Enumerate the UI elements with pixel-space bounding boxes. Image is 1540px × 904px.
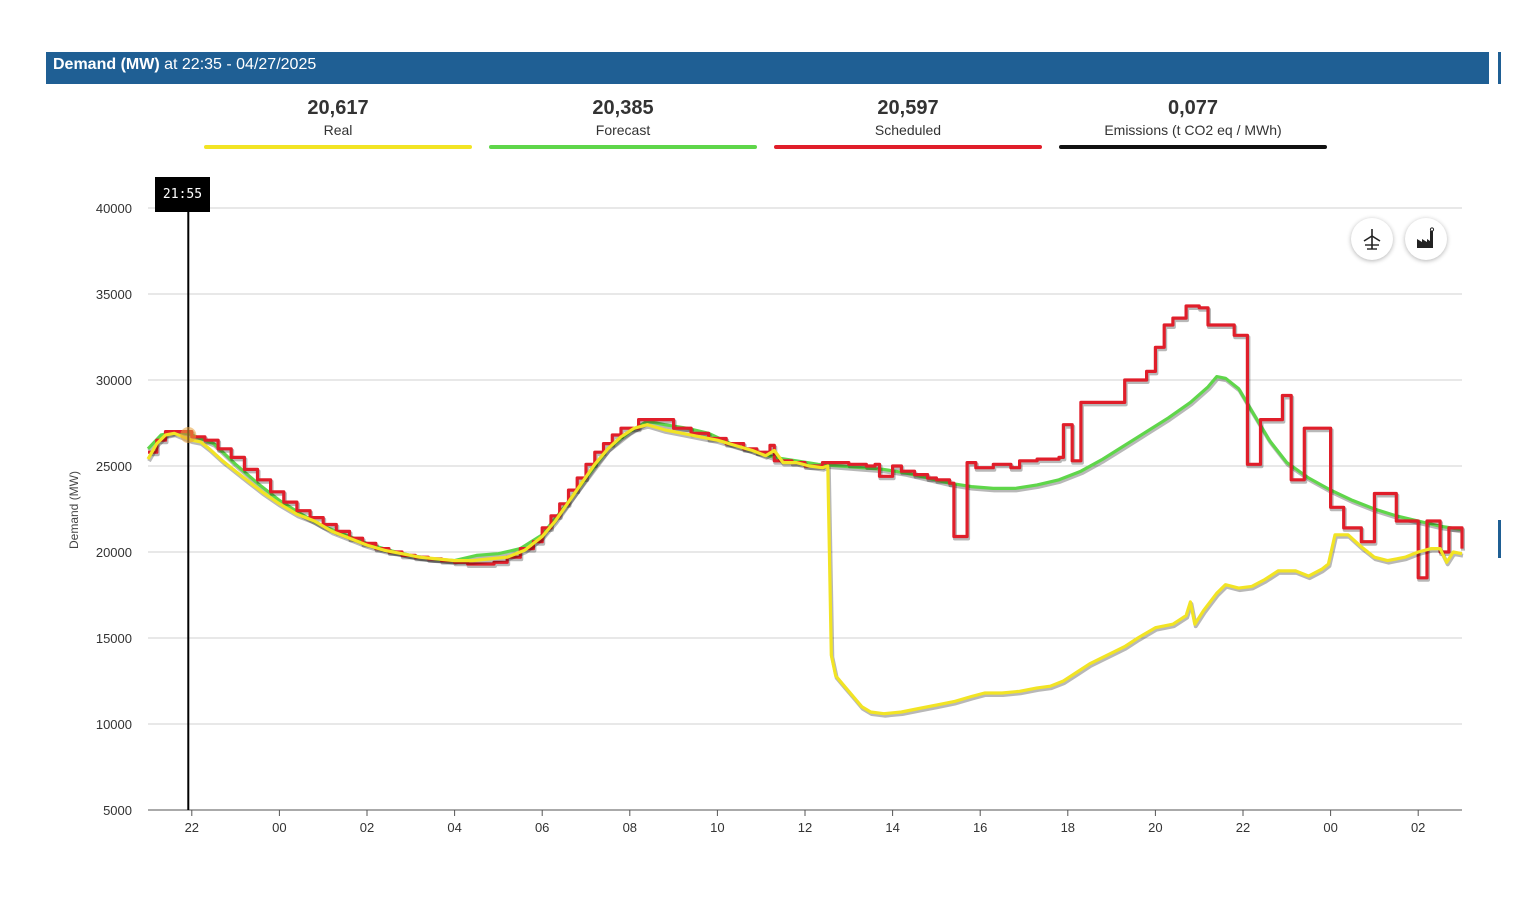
- y-tick-label: 5000: [103, 803, 132, 818]
- x-tick-label: 02: [360, 820, 374, 835]
- y-axis-ticks: 40000 35000 30000 25000 20000 15000 10000 5000: [96, 201, 132, 818]
- scheduled-series-line[interactable]: [148, 304, 1464, 580]
- x-axis-ticks: 22 00 02 04 06 08 10 12 14 16 18 20 22 00 02: [185, 810, 1425, 835]
- x-tick-label: 04: [447, 820, 461, 835]
- real-series-shadow: [147, 424, 1464, 718]
- edge-marker-mid: [1498, 520, 1501, 558]
- kpi-real[interactable]: 20,617 Real: [204, 95, 472, 149]
- real-series-line[interactable]: [146, 423, 1463, 716]
- thermal-generation-button[interactable]: [1405, 218, 1447, 260]
- y-tick-label: 40000: [96, 201, 132, 216]
- kpi-real-label: Real: [323, 122, 353, 138]
- x-tick-label: 10: [710, 820, 724, 835]
- kpi-emissions-value: 0,077: [1167, 97, 1219, 119]
- kpi-emissions-label: Emissions (t CO2 eq / MWh): [1104, 122, 1282, 138]
- kpi-real-color-bar: [204, 145, 472, 149]
- header-timestamp: at 22:35 - 04/27/2025: [164, 56, 317, 73]
- y-tick-label: 15000: [96, 631, 132, 646]
- x-tick-label: 00: [1323, 820, 1337, 835]
- x-tick-label: 02: [1411, 820, 1425, 835]
- kpi-forecast-color-bar: [489, 145, 757, 149]
- y-tick-label: 10000: [96, 717, 132, 732]
- series-lines: [146, 304, 1465, 718]
- x-tick-label: 18: [1061, 820, 1075, 835]
- x-tick-label: 16: [973, 820, 987, 835]
- kpi-scheduled-value: 20,597: [877, 97, 939, 119]
- factory-icon: [1417, 227, 1435, 248]
- x-tick-label: 06: [535, 820, 549, 835]
- chart-header: Demand (MW) at 22:35 - 04/27/2025: [46, 52, 1489, 84]
- x-tick-label: 00: [272, 820, 286, 835]
- edge-marker-top: [1498, 52, 1501, 84]
- y-tick-label: 35000: [96, 287, 132, 302]
- y-tick-label: 30000: [96, 373, 132, 388]
- kpi-real-value: 20,617: [307, 97, 369, 119]
- y-tick-label: 20000: [96, 545, 132, 560]
- x-tick-label: 12: [798, 820, 812, 835]
- x-tick-label: 22: [185, 820, 199, 835]
- kpi-scheduled-color-bar: [774, 145, 1042, 149]
- header-title-bold: Demand (MW): [53, 56, 160, 73]
- x-tick-label: 22: [1236, 820, 1250, 835]
- kpi-scheduled[interactable]: 20,597 Scheduled: [774, 95, 1042, 149]
- x-tick-label: 08: [623, 820, 637, 835]
- kpi-forecast-value: 20,385: [592, 97, 654, 119]
- wind-generation-button[interactable]: [1351, 218, 1393, 260]
- kpi-emissions[interactable]: 0,077 Emissions (t CO2 eq / MWh): [1059, 95, 1327, 149]
- wind-turbine-icon: [1363, 229, 1381, 250]
- y-axis-label: Demand (MW): [67, 471, 81, 549]
- kpi-forecast-label: Forecast: [595, 122, 651, 138]
- kpi-emissions-color-bar: [1059, 145, 1327, 149]
- x-tick-label: 20: [1148, 820, 1162, 835]
- time-cursor-tooltip: 21:55: [155, 177, 210, 212]
- kpi-scheduled-label: Scheduled: [874, 122, 942, 138]
- grid-lines: [148, 207, 1462, 811]
- kpi-forecast[interactable]: 20,385 Forecast: [489, 95, 757, 149]
- x-tick-label: 14: [885, 820, 899, 835]
- cursor-point-marker: [180, 427, 197, 444]
- y-tick-label: 25000: [96, 459, 132, 474]
